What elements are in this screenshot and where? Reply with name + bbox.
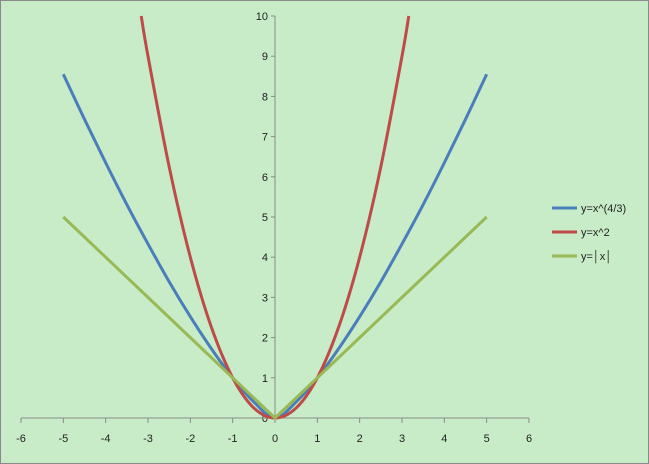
x-tick-label: -2 [185, 433, 195, 445]
y-tick-label: 4 [262, 252, 268, 264]
series-lines [61, 15, 489, 420]
x-tick-label: -1 [228, 433, 238, 445]
x-tick-label: 3 [399, 433, 405, 445]
y-tick-label: 10 [256, 11, 268, 23]
y-tick-label: 5 [262, 212, 268, 224]
y-tick-label: 9 [262, 51, 268, 63]
legend: y=x^(4/3) y=x^2 y=│x│ [552, 203, 626, 264]
y-axis: 0 1 2 3 4 5 6 7 8 9 10 [256, 11, 276, 425]
x-tick-label: 1 [314, 433, 320, 445]
x-tick-label: -6 [16, 433, 26, 445]
x-tick-label: -3 [143, 433, 153, 445]
y-tick-label: 3 [262, 292, 268, 304]
y-tick-label: 1 [262, 373, 268, 385]
legend-label: y=x^2 [581, 227, 610, 239]
y-tick-label: 0 [262, 413, 268, 425]
x-tick-label: -5 [58, 433, 68, 445]
x-tick-label: -4 [101, 433, 111, 445]
y-tick-label: 2 [262, 333, 268, 345]
y-tick-label: 7 [262, 132, 268, 144]
x-tick-label: 4 [441, 433, 447, 445]
x-tick-label: 2 [357, 433, 363, 445]
y-tick-label: 6 [262, 172, 268, 184]
legend-label: y=x^(4/3) [581, 203, 626, 215]
legend-label: y=│x│ [581, 249, 612, 264]
y-tick-label: 8 [262, 91, 268, 103]
series-line-3 [62, 215, 488, 420]
x-tick-label: 0 [272, 433, 278, 445]
x-tick-label: 6 [526, 433, 532, 445]
x-tick-label: 5 [484, 433, 490, 445]
x-axis: -6 -5 -4 -3 -2 -1 0 1 2 3 4 5 6 [16, 417, 532, 445]
